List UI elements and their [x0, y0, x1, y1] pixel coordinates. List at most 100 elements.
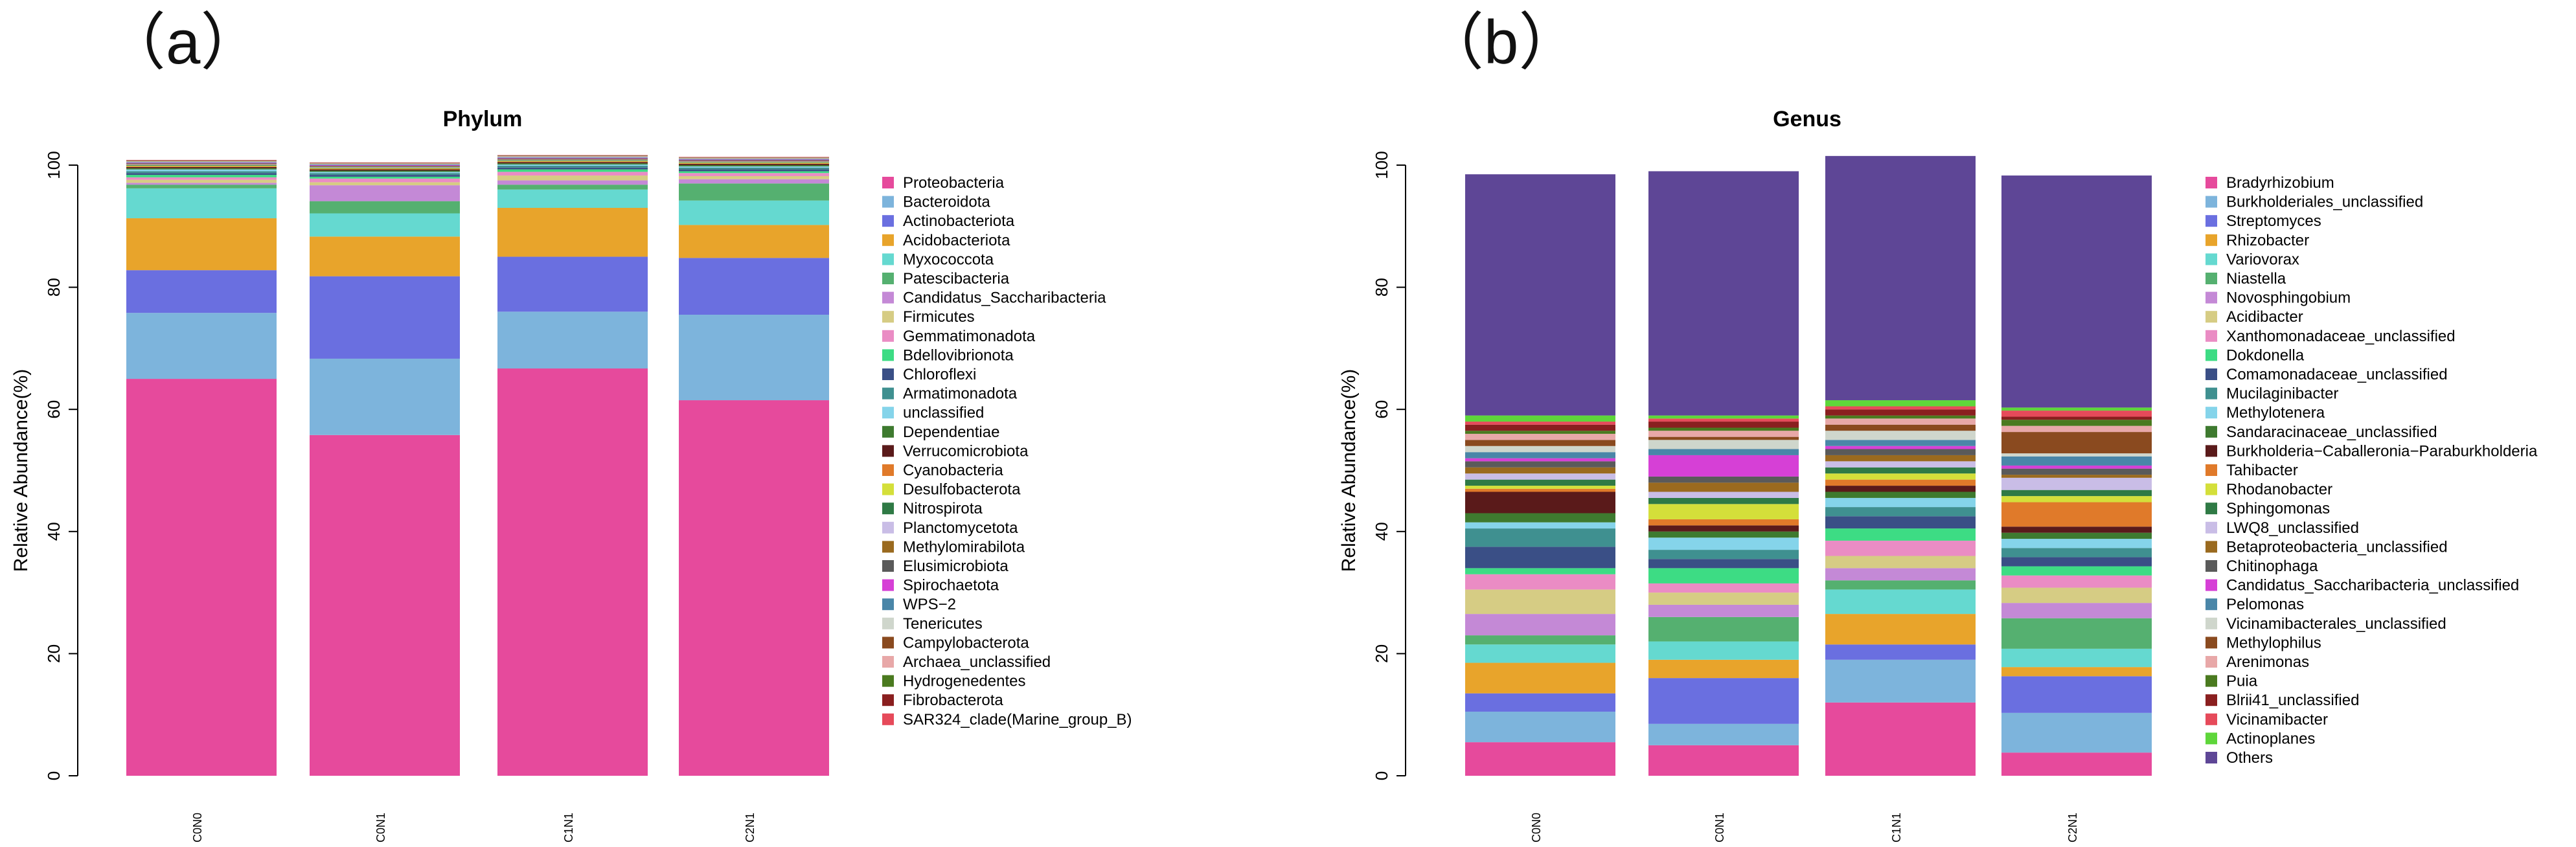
bar-segment-C2N1-puia — [2001, 420, 2152, 426]
legend-swatch — [882, 330, 894, 342]
bar-segment-C0N1-patescibacteria — [310, 201, 460, 214]
bar-segment-C0N0-rhodanobacter — [1465, 486, 1615, 489]
legend-swatch — [882, 273, 894, 284]
bar-segment-C0N1-proteobacteria — [310, 435, 460, 776]
y-tick-label: 80 — [1372, 278, 1391, 297]
legend-swatch — [2206, 253, 2217, 265]
legend-label: Campylobacterota — [903, 634, 1029, 651]
legend-swatch — [2206, 196, 2217, 208]
legend-label: Verrucomicrobiota — [903, 442, 1029, 460]
legend-swatch — [2206, 483, 2217, 495]
legend-swatch — [882, 387, 894, 400]
bar-segment-C0N1-unclassified — [310, 172, 460, 174]
bar-segment-C2N1-blrii41-unclassified — [2001, 416, 2152, 420]
bar-segment-C1N1-proteobacteria — [497, 368, 648, 776]
legend-swatch — [2206, 713, 2217, 725]
legend-label: Tenericutes — [903, 615, 983, 633]
bar-segment-C0N1-candidatus-saccharibacteria-unclassified — [1648, 455, 1799, 477]
legend-label: Xanthomonadaceae_unclassified — [2226, 328, 2456, 345]
legend-swatch — [882, 196, 894, 208]
legend-label: Sandaracinaceae_unclassified — [2226, 424, 2437, 441]
bar-segment-C2N1-elusimicrobiota — [679, 160, 829, 161]
legend-swatch — [2206, 675, 2217, 687]
bar-segment-C0N1-actinoplanes — [1648, 415, 1799, 419]
bar-segment-C1N1-planctomycetota — [497, 159, 648, 161]
legend-label: Candidatus_Saccharibacteria — [903, 289, 1106, 307]
bar-segment-C0N1-dependentiae — [310, 170, 460, 172]
y-tick-label: 20 — [1372, 644, 1391, 663]
bar-segment-C1N1-actinoplanes — [1825, 400, 1976, 407]
bar-segment-C0N0-others — [1465, 174, 1615, 416]
bar-segment-C0N1-firmicutes — [310, 182, 460, 186]
legend-label: Bradyrhizobium — [2226, 174, 2334, 192]
bar-segment-C0N0-verrucomicrobiota — [126, 166, 277, 168]
legend-label: Actinoplanes — [2226, 730, 2315, 747]
legend-label: Arenimonas — [2226, 653, 2309, 671]
legend-swatch — [2206, 732, 2217, 745]
bar-segment-C1N1-patescibacteria — [497, 185, 648, 190]
bar-segment-C0N1-niastella — [1648, 616, 1799, 642]
bar-segment-C2N1-acidibacter — [2001, 587, 2152, 604]
bar-segment-C1N1-methylophilus — [1825, 424, 1976, 431]
bar-segment-C0N0-acidobacteriota — [126, 218, 277, 271]
legend-swatch — [2206, 425, 2217, 438]
bar-segment-C0N0-patescibacteria — [126, 185, 277, 188]
bar-segment-C1N1-niastella — [1825, 580, 1976, 590]
bar-segment-C0N0-puia — [1465, 431, 1615, 434]
bar-segment-C1N1-comamonadaceae-unclassified — [1825, 516, 1976, 529]
bar-segment-C1N1-sandaracinaceae-unclassified — [1825, 491, 1976, 498]
bar-segment-C2N1-lwq8-unclassified — [2001, 477, 2152, 490]
bar-segment-C0N1-chloroflexi — [310, 175, 460, 177]
legend: Bradyrhizobium Burkholderiales_unclassifi… — [2206, 174, 2538, 767]
y-axis-label: Relative Abundance(%) — [10, 369, 32, 572]
legend-swatch — [2206, 579, 2217, 591]
legend-swatch — [2206, 694, 2217, 706]
legend-swatch — [2206, 291, 2217, 304]
category-label-C2N1: C2N1 — [2066, 813, 2079, 842]
bar-segment-C2N1-myxococcota — [679, 200, 829, 225]
bar-segment-C0N1-tahibacter — [1648, 519, 1799, 526]
legend-label: Methylotenera — [2226, 404, 2325, 422]
legend-label: Novosphingobium — [2226, 289, 2351, 307]
legend-swatch — [2206, 368, 2217, 380]
bar-segment-C0N1-lwq8-unclassified — [1648, 491, 1799, 498]
bar-segment-C2N1-comamonadaceae-unclassified — [2001, 557, 2152, 567]
bar-segment-C2N1-novosphingobium — [2001, 603, 2152, 618]
bar-segment-C1N1-rhodanobacter — [1825, 473, 1976, 480]
bar-segment-C0N0-nitrospirota — [126, 165, 277, 166]
legend-label: Variovorax — [2226, 251, 2299, 268]
bar-segment-C0N0-methylotenera — [1465, 522, 1615, 529]
bar-segment-C0N1-others — [1648, 171, 1799, 416]
bar-segment-C0N1-variovorax — [1648, 641, 1799, 660]
legend-swatch — [882, 503, 894, 515]
legend-swatch — [882, 560, 894, 572]
bar-segment-C0N1-spirochaetota — [310, 165, 460, 166]
bar-segment-C1N1-mucilaginibacter — [1825, 507, 1976, 517]
legend-label: Comamonadaceae_unclassified — [2226, 366, 2448, 383]
legend-label: Candidatus_Saccharibacteria_unclassified — [2226, 577, 2519, 594]
bar-segment-C0N0-betaproteobacteria-unclassified — [1465, 467, 1615, 474]
bar-segment-C2N1-chloroflexi — [679, 169, 829, 172]
legend-label: Methylophilus — [2226, 634, 2321, 651]
bar-segment-C0N0-wps-2 — [126, 162, 277, 163]
bar-segment-C0N1-blrii41-unclassified — [1648, 422, 1799, 428]
bar-segment-C1N1-spirochaetota — [497, 157, 648, 159]
legend-swatch — [882, 483, 894, 495]
legend-label: Archaea_unclassified — [903, 653, 1051, 671]
legend-label: Others — [2226, 749, 2273, 767]
legend-swatch — [2206, 330, 2217, 342]
bar-segment-C0N1-wps-2 — [310, 164, 460, 165]
legend-label: Tahibacter — [2226, 462, 2298, 479]
legend-swatch — [882, 713, 894, 725]
y-axis-label: Relative Abundance(%) — [1338, 369, 1360, 572]
legend-swatch — [2206, 407, 2217, 419]
legend-label: Pelomonas — [2226, 596, 2304, 613]
legend-label: Spirochaetota — [903, 577, 999, 594]
legend-label: Acidibacter — [2226, 308, 2303, 326]
legend-label: Nitrospirota — [903, 500, 983, 517]
bar-segment-C0N1-methylomirabilota — [310, 166, 460, 167]
bar-segment-C0N0-comamonadaceae-unclassified — [1465, 547, 1615, 569]
bar-segment-C1N1-bdellovibrionota — [497, 169, 648, 172]
bar-segment-C1N1-methylomirabilota — [497, 159, 648, 160]
bar-segment-C1N1-burkholderia-caballeronia-paraburkholderia — [1825, 486, 1976, 492]
